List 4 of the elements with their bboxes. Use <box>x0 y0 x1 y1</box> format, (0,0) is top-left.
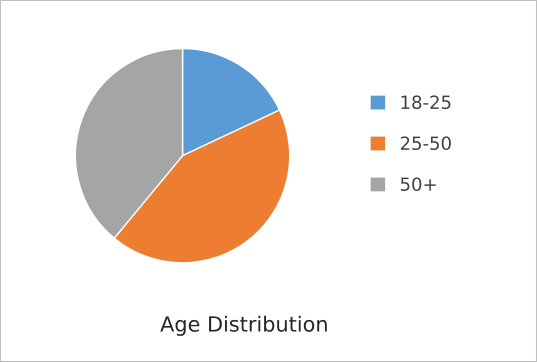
text: Age Distribution <box>160 316 327 336</box>
legend-label: 50+ <box>400 177 436 191</box>
legend-label: 18-25 <box>402 95 450 110</box>
legend-label: 25-50 <box>400 136 451 150</box>
